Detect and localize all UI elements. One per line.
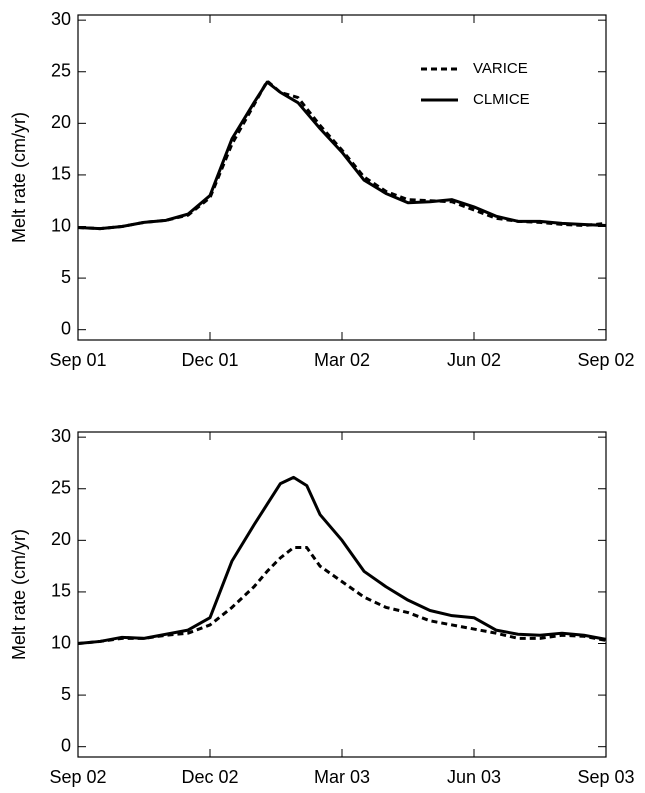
y-axis-label: Melt rate (cm/yr) <box>9 529 29 660</box>
y-tick-label: 20 <box>51 112 71 132</box>
x-tick-label: Mar 02 <box>314 350 370 370</box>
x-tick-label: Dec 01 <box>181 350 238 370</box>
x-tick-label: Sep 02 <box>577 350 634 370</box>
y-tick-label: 10 <box>51 632 71 652</box>
y-tick-label: 25 <box>51 60 71 80</box>
x-tick-label: Sep 01 <box>49 350 106 370</box>
y-tick-label: 5 <box>61 267 71 287</box>
x-tick-label: Mar 03 <box>314 767 370 787</box>
y-tick-label: 25 <box>51 477 71 497</box>
y-tick-label: 15 <box>51 164 71 184</box>
line-series <box>77 475 607 646</box>
y-tick-label: 0 <box>61 318 71 338</box>
y-tick-label: 5 <box>61 684 71 704</box>
plot-frame <box>77 431 607 758</box>
y-tick-label: 0 <box>61 735 71 755</box>
line-series <box>77 80 607 231</box>
y-tick-label: 30 <box>51 426 71 446</box>
y-tick-label: 10 <box>51 215 71 235</box>
legend-label: VARICE <box>473 60 528 77</box>
legend-label: CLMICE <box>473 91 530 108</box>
y-tick-label: 20 <box>51 529 71 549</box>
y-axis-label: Melt rate (cm/yr) <box>9 112 29 243</box>
x-tick-label: Sep 02 <box>49 767 106 787</box>
x-tick-label: Jun 02 <box>447 350 501 370</box>
y-tick-label: 30 <box>51 9 71 29</box>
line-series <box>77 546 607 646</box>
x-tick-label: Sep 03 <box>577 767 634 787</box>
x-tick-label: Dec 02 <box>181 767 238 787</box>
y-tick-label: 15 <box>51 581 71 601</box>
x-tick-label: Jun 03 <box>447 767 501 787</box>
